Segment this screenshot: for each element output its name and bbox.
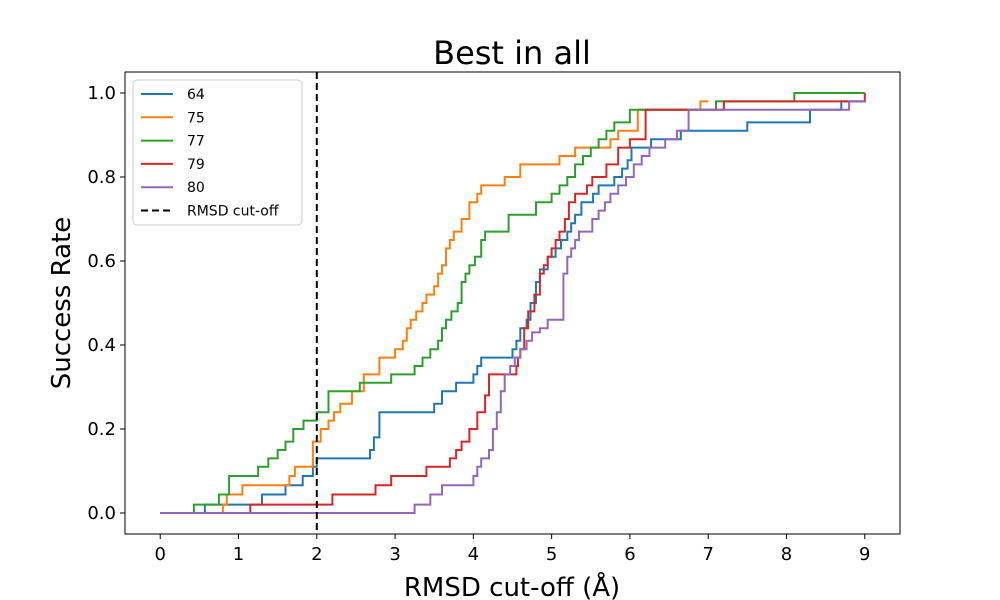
x-axis: 0 1 2 3 4 5 6 7 8 9 (155, 534, 870, 565)
y-tick-label: 0.6 (87, 251, 116, 272)
legend-box (132, 79, 303, 226)
series-line-64 (160, 100, 865, 514)
x-tick-label: 5 (546, 544, 557, 565)
y-tick-label: 0.2 (87, 419, 116, 440)
y-tick-label: 0.0 (87, 503, 116, 524)
y-tick-label: 1.0 (87, 83, 116, 104)
legend: 64 75 77 79 80 RMSD cut-off (132, 79, 303, 226)
series-line-79 (160, 93, 866, 514)
chart-title: Best in all (433, 34, 591, 72)
legend-label: 64 (187, 87, 205, 103)
x-tick-label: 4 (468, 544, 479, 565)
x-tick-label: 7 (702, 544, 713, 565)
axes-frame (124, 71, 901, 535)
legend-label: 79 (187, 157, 205, 173)
x-tick-label: 1 (233, 544, 244, 565)
x-tick-label: 0 (155, 544, 166, 565)
x-axis-label: RMSD cut-off (Å) (404, 571, 620, 600)
plot-area (124, 71, 901, 535)
legend-label: 75 (187, 110, 205, 126)
x-tick-label: 8 (781, 544, 792, 565)
series-line-80 (160, 100, 865, 514)
y-tick-label: 0.8 (87, 167, 116, 188)
y-axis: 0.0 0.2 0.4 0.6 0.8 1.0 (87, 83, 125, 524)
x-tick-label: 6 (624, 544, 635, 565)
series-line-77 (160, 92, 865, 514)
x-tick-label: 9 (859, 544, 870, 565)
y-axis-label: Success Rate (47, 217, 77, 390)
legend-label: 77 (187, 134, 205, 150)
x-tick-label: 2 (311, 544, 322, 565)
x-tick-label: 3 (389, 544, 400, 565)
y-tick-label: 0.4 (87, 335, 116, 356)
legend-label: RMSD cut-off (187, 204, 279, 220)
legend-label: 80 (187, 180, 205, 196)
